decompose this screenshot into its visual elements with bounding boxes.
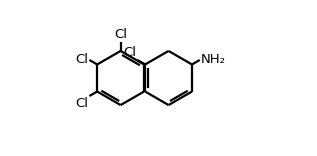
Text: Cl: Cl (76, 97, 89, 110)
Text: Cl: Cl (76, 54, 89, 66)
Text: Cl: Cl (114, 28, 127, 41)
Text: NH₂: NH₂ (201, 53, 225, 66)
Text: Cl: Cl (124, 46, 137, 59)
